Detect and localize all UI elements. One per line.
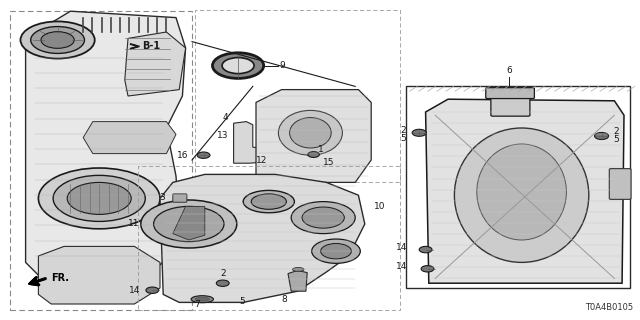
Bar — [195, 10, 400, 182]
Circle shape — [141, 200, 237, 248]
Circle shape — [146, 287, 159, 293]
Circle shape — [38, 168, 160, 229]
Polygon shape — [83, 122, 176, 154]
Text: 15: 15 — [323, 158, 335, 167]
Circle shape — [41, 32, 74, 48]
Text: 1: 1 — [318, 145, 324, 154]
Bar — [406, 86, 630, 288]
Circle shape — [321, 244, 351, 259]
FancyBboxPatch shape — [173, 194, 187, 202]
Text: FR.: FR. — [51, 273, 69, 284]
Text: 7: 7 — [195, 300, 200, 309]
Text: 2: 2 — [613, 127, 619, 136]
Polygon shape — [234, 122, 269, 163]
Ellipse shape — [454, 128, 589, 262]
Text: 5: 5 — [401, 134, 406, 143]
Text: 11: 11 — [128, 220, 140, 228]
Circle shape — [31, 27, 84, 53]
Circle shape — [53, 175, 145, 221]
Circle shape — [421, 266, 434, 272]
Bar — [138, 166, 400, 310]
Bar — [10, 11, 192, 310]
Text: 12: 12 — [256, 156, 268, 165]
Circle shape — [419, 246, 432, 253]
Text: B-1: B-1 — [142, 41, 160, 52]
Text: 16: 16 — [177, 151, 189, 160]
Text: 8: 8 — [281, 295, 287, 304]
Text: 13: 13 — [217, 131, 228, 140]
Circle shape — [67, 182, 131, 214]
Polygon shape — [173, 206, 205, 240]
FancyBboxPatch shape — [486, 88, 534, 99]
Text: 5: 5 — [613, 135, 619, 144]
Circle shape — [308, 152, 319, 157]
Polygon shape — [256, 90, 371, 182]
Text: 6: 6 — [506, 66, 511, 75]
Ellipse shape — [292, 268, 304, 271]
Circle shape — [197, 152, 210, 158]
Circle shape — [20, 21, 95, 59]
Polygon shape — [26, 11, 186, 294]
Circle shape — [412, 129, 426, 136]
Text: 4: 4 — [223, 113, 228, 122]
Text: 3: 3 — [159, 193, 165, 202]
Circle shape — [291, 202, 355, 234]
Text: 5: 5 — [239, 297, 244, 306]
Text: T0A4B0105: T0A4B0105 — [586, 303, 634, 312]
Polygon shape — [426, 99, 624, 283]
Polygon shape — [125, 32, 186, 96]
Text: 2: 2 — [401, 126, 406, 135]
Circle shape — [154, 206, 224, 242]
Circle shape — [212, 53, 264, 78]
Text: 10: 10 — [374, 202, 386, 211]
FancyBboxPatch shape — [491, 95, 530, 116]
Ellipse shape — [252, 194, 287, 209]
Circle shape — [312, 239, 360, 263]
Circle shape — [222, 58, 254, 74]
Text: 14: 14 — [396, 262, 407, 271]
Circle shape — [595, 132, 609, 140]
Circle shape — [216, 280, 229, 286]
Text: 14: 14 — [129, 286, 141, 295]
Text: 14: 14 — [396, 243, 407, 252]
Polygon shape — [130, 44, 140, 49]
Circle shape — [302, 207, 344, 228]
Polygon shape — [288, 270, 307, 291]
Ellipse shape — [243, 190, 294, 213]
FancyBboxPatch shape — [609, 169, 631, 199]
Ellipse shape — [477, 144, 566, 240]
Ellipse shape — [278, 110, 342, 155]
Ellipse shape — [195, 297, 209, 301]
Text: 9: 9 — [280, 61, 285, 70]
Polygon shape — [38, 246, 160, 304]
Ellipse shape — [191, 296, 214, 303]
Ellipse shape — [289, 118, 332, 148]
Polygon shape — [160, 174, 365, 302]
Text: 2: 2 — [220, 269, 225, 278]
